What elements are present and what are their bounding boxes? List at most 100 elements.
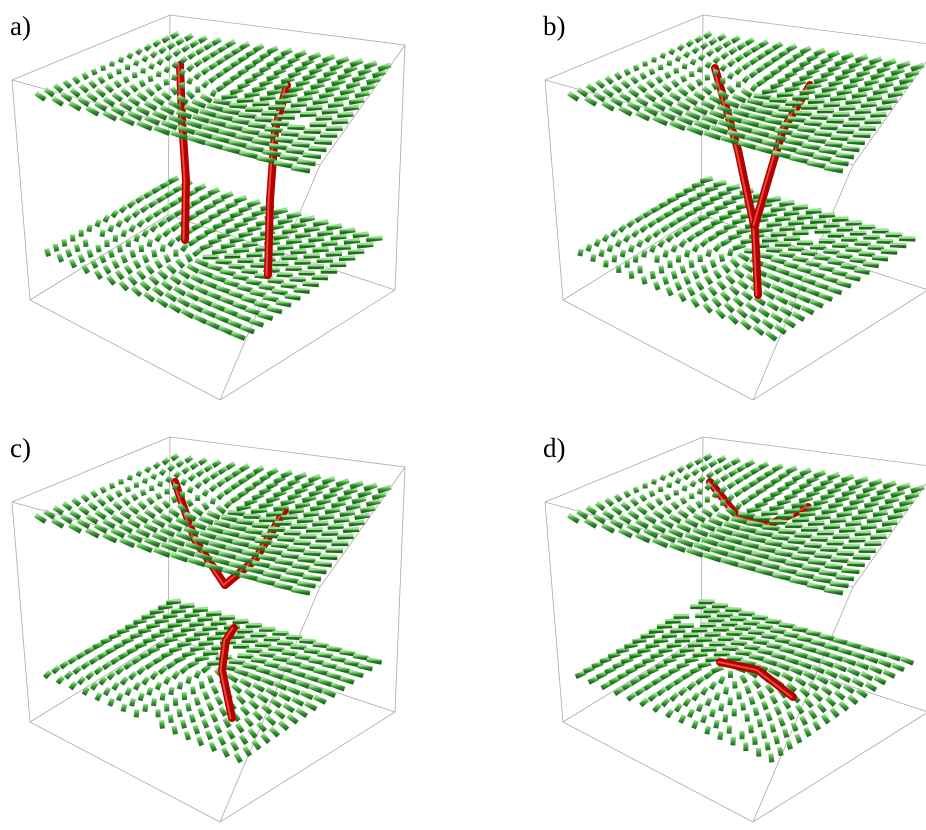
director-rod [694,271,697,279]
director-rod [779,254,795,256]
director-rod [805,699,812,707]
director-rod [194,249,202,255]
director-rod [182,310,194,317]
director-rod [747,523,764,526]
director-rod [858,87,873,90]
director-rod [670,220,678,225]
director-rod [716,468,722,473]
director-rod [171,33,178,38]
director-rod [188,137,205,143]
director-rod [749,537,766,541]
director-rod [110,225,112,232]
director-rod [660,202,670,207]
director-rod [628,694,636,700]
director-rod [317,78,330,82]
director-rod [725,714,726,722]
director-rod [298,137,316,138]
director-rod [186,638,200,640]
director-rod [830,583,848,586]
director-rod [594,516,604,522]
director-rod [662,53,664,58]
director-rod [769,506,784,509]
director-rod [710,461,717,466]
director-rod [304,91,319,94]
director-rod [260,654,276,656]
director-rod [807,163,826,167]
director-rod [853,557,871,558]
director-rod [792,503,806,506]
director-rod [174,288,185,295]
director-rod [707,698,710,706]
director-rod [628,525,640,531]
director-rod [635,487,637,493]
director-rod [661,535,675,541]
director-rod [132,250,134,258]
director-rod [856,56,868,61]
director-rod [614,255,615,262]
director-rod [641,495,645,501]
director-rod [289,87,303,90]
director-rod [295,66,307,71]
director-rod [622,503,629,509]
director-rod [263,706,271,713]
director-rod [154,288,163,295]
director-rod [660,240,664,247]
director-rod [178,549,194,555]
director-rod [606,260,607,267]
director-rod [144,255,147,263]
director-rod [680,649,695,651]
director-rod [174,50,180,55]
director-rod [822,687,831,694]
director-rod [695,122,710,128]
director-rod [901,658,913,663]
director-rod [73,499,80,505]
director-rod [274,84,288,88]
director-rod [747,303,756,310]
director-rod [801,252,817,254]
director-rod [285,296,301,299]
director-rod [138,629,151,632]
director-rod [718,638,734,639]
director-rod [216,115,233,119]
director-rod [323,493,337,497]
director-rod [872,257,888,259]
director-rod [304,650,320,652]
director-rod [720,676,723,683]
director-rod [86,530,98,537]
director-rod [146,45,151,50]
director-rod [150,610,164,612]
director-rod [644,211,652,216]
director-rod [703,715,706,723]
director-rod [203,81,207,87]
director-rod [128,520,139,526]
director-rod [252,562,270,566]
director-rod [267,90,282,93]
director-rod [220,298,234,303]
director-rod [232,496,240,501]
director-rod [759,463,768,468]
director-rod [136,710,137,718]
director-rod [343,529,359,530]
director-rod [299,273,315,274]
director-rod [746,686,749,694]
director-rod [210,76,216,82]
director-rod [160,629,174,632]
director-rod [69,525,81,532]
director-rod [870,58,882,63]
director-rod [224,256,240,257]
director-rod [775,639,790,642]
director-rod [108,495,113,501]
director-rod [138,93,146,99]
director-rod [842,148,860,150]
director-rod [164,501,169,507]
director-rod [848,669,859,675]
director-rod [266,689,277,695]
director-rod [645,683,653,689]
director-rod [185,106,199,112]
director-rod [142,490,144,496]
director-rod [161,515,171,521]
director-rod [281,257,297,258]
director-rod [771,696,776,704]
director-rod [103,535,116,542]
director-rod [651,69,653,75]
